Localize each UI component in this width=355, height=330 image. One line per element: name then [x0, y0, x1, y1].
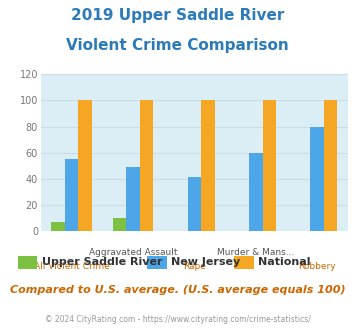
Text: Violent Crime Comparison: Violent Crime Comparison: [66, 38, 289, 53]
Text: New Jersey: New Jersey: [171, 257, 240, 267]
Bar: [187, 178, 201, 231]
Bar: [310, 126, 324, 231]
Bar: [140, 100, 153, 231]
Text: Rape: Rape: [183, 262, 206, 271]
Bar: [78, 100, 92, 231]
Text: National: National: [258, 257, 311, 267]
Bar: [263, 100, 276, 231]
Text: Compared to U.S. average. (U.S. average equals 100): Compared to U.S. average. (U.S. average …: [10, 285, 345, 295]
Text: Murder & Mans...: Murder & Mans...: [217, 248, 294, 257]
Text: Aggravated Assault: Aggravated Assault: [89, 248, 177, 257]
Bar: [51, 222, 65, 231]
Bar: [126, 167, 140, 231]
Bar: [324, 100, 338, 231]
Bar: [201, 100, 215, 231]
Text: Upper Saddle River: Upper Saddle River: [42, 257, 162, 267]
Bar: [249, 152, 263, 231]
Bar: [113, 218, 126, 231]
Bar: [65, 159, 78, 231]
Text: 2019 Upper Saddle River: 2019 Upper Saddle River: [71, 8, 284, 23]
Text: Robbery: Robbery: [299, 262, 336, 271]
Text: All Violent Crime: All Violent Crime: [34, 262, 109, 271]
Text: © 2024 CityRating.com - https://www.cityrating.com/crime-statistics/: © 2024 CityRating.com - https://www.city…: [45, 315, 310, 324]
